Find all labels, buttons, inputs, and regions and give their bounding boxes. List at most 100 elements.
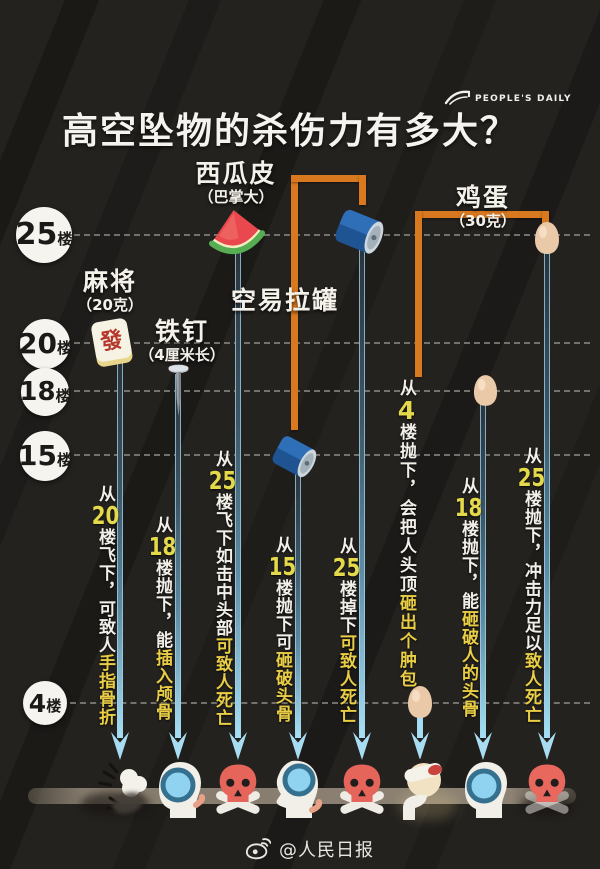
fall-effect-watermelon: 从25楼飞下如击中头部可致人死亡 [208, 450, 237, 727]
floor-line-20 [74, 342, 590, 344]
egg-note: （30克） [450, 211, 516, 230]
floor-badge-25: 25 楼 [16, 207, 72, 263]
death-skull-icon [216, 764, 260, 814]
col-mid: 楼抛下，能 [458, 520, 478, 610]
fall-effect-egg-25: 从25楼抛下，冲击力足以致人死亡 [517, 447, 546, 724]
floor-suffix: 楼 [46, 697, 62, 715]
floor-line-18 [74, 390, 590, 392]
mahjong-tile-char: 發 [98, 327, 125, 356]
col-prefix: 从 [272, 536, 292, 554]
iron-nail [168, 364, 189, 416]
floor-line-4 [70, 702, 590, 704]
col-floor-number: 15 [268, 554, 297, 579]
col-prefix: 从 [336, 537, 356, 555]
col-effect: 砸破头骨 [272, 651, 292, 723]
fall-line-egg-4 [417, 712, 423, 738]
head-bump-icon [403, 758, 442, 820]
floor-line-25 [74, 234, 590, 236]
col-mid: 楼抛下，能 [152, 559, 172, 649]
egg-bracket-left [415, 211, 422, 377]
col-mid: 楼掉下 [336, 580, 356, 634]
nail-label: 铁钉 （4厘米长） [139, 318, 224, 364]
fall-effect-mahjong: 从20楼飞下，可致人手指骨折 [92, 485, 120, 726]
fall-effect-can-25: 从25楼掉下可致人死亡 [332, 537, 361, 724]
floor-badge-20: 20 楼 [18, 319, 72, 369]
floor-suffix: 楼 [57, 230, 73, 248]
fall-line-nail [175, 374, 181, 738]
col-prefix: 从 [458, 477, 478, 495]
floor-suffix: 楼 [56, 451, 72, 469]
fall-line-mahjong [117, 360, 123, 738]
soda-can [335, 209, 384, 254]
floor-suffix: 楼 [56, 339, 72, 357]
col-effect: 可致人死亡 [212, 637, 232, 727]
col-effect: 砸破人的头骨 [458, 610, 478, 718]
egg-bracket-top [415, 211, 549, 218]
col-mid: 楼抛下可 [272, 579, 292, 651]
egg-label: 鸡蛋 （30克） [450, 184, 516, 230]
mahjong-tile: 發 [91, 318, 133, 367]
weibo-handle: @人民日报 [279, 840, 374, 861]
fall-effect-egg-18: 从18楼抛下，能砸破人的头骨 [454, 477, 483, 718]
floor-line-15 [74, 454, 590, 456]
egg-bracket-right [542, 211, 549, 224]
brand: PEOPLE'S DAILY [444, 90, 572, 107]
nail-note: （4厘米长） [139, 345, 225, 364]
weibo-icon [245, 838, 271, 860]
egg [473, 375, 498, 406]
floor-suffix: 楼 [55, 387, 71, 405]
col-mid: 楼飞下如击中头部 [212, 493, 232, 637]
col-mid: 楼抛下，会把人头顶 [396, 423, 416, 594]
death-skull-icon [525, 764, 569, 814]
col-floor-number: 25 [208, 468, 237, 493]
mahjong-label: 麻将 （20克） [77, 268, 143, 314]
footer-credit: @人民日报 [245, 836, 374, 862]
watermelon-label: 西瓜皮 （巴掌大） [195, 160, 276, 206]
col-effect: 可致人死亡 [336, 634, 356, 724]
floor-number: 18 [19, 377, 56, 407]
floor-badge-18: 18 楼 [19, 368, 71, 416]
col-floor-number: 18 [148, 534, 177, 559]
can-label: 空易拉罐 [231, 287, 339, 315]
nail-name: 铁钉 [154, 317, 210, 346]
peoples-daily-logo-icon [444, 90, 470, 105]
fall-effect-egg-4: 从4楼抛下，会把人头顶砸出个肿包 [394, 379, 418, 689]
col-prefix: 从 [152, 516, 172, 534]
egg [408, 686, 432, 718]
can-bracket-left [291, 175, 298, 430]
fall-line-can-15 [295, 468, 301, 738]
col-prefix: 从 [396, 379, 416, 398]
fall-line-can-25 [359, 248, 365, 738]
col-effect: 插入颅骨 [152, 649, 172, 721]
hand-fracture-icon [98, 762, 147, 814]
col-floor-number: 4 [397, 398, 416, 423]
fall-effect-nail: 从18楼抛下，能插入颅骨 [148, 516, 177, 721]
brand-text: PEOPLE'S DAILY [475, 93, 572, 104]
fall-line-egg-18 [480, 400, 486, 738]
skull-open-icon [465, 762, 507, 818]
col-prefix: 从 [521, 447, 541, 465]
col-floor-number: 18 [454, 495, 483, 520]
col-prefix: 从 [212, 450, 232, 468]
col-effect: 砸出个肿包 [396, 594, 416, 689]
floor-badge-15: 15 楼 [18, 431, 72, 481]
col-prefix: 从 [95, 485, 115, 503]
can-bracket-right [359, 175, 366, 205]
col-effect: 致人死亡 [521, 652, 541, 724]
col-floor-number: 25 [517, 465, 546, 490]
floor-number: 25 [15, 217, 58, 252]
watermelon-slice [208, 210, 266, 255]
page-title: 高空坠物的杀伤力有多大？ [62, 111, 519, 152]
mahjong-name: 麻将 [82, 267, 137, 296]
death-skull-icon [340, 764, 384, 814]
floor-badge-4: 4 楼 [23, 681, 67, 725]
col-mid: 楼飞下，可致人 [95, 528, 115, 654]
fall-line-watermelon [235, 252, 241, 738]
egg [535, 222, 559, 254]
col-floor-number: 25 [332, 555, 361, 580]
floor-number: 4 [28, 688, 47, 718]
soda-can [272, 436, 317, 478]
floor-number: 20 [18, 327, 57, 360]
can-name: 空易拉罐 [230, 286, 340, 315]
